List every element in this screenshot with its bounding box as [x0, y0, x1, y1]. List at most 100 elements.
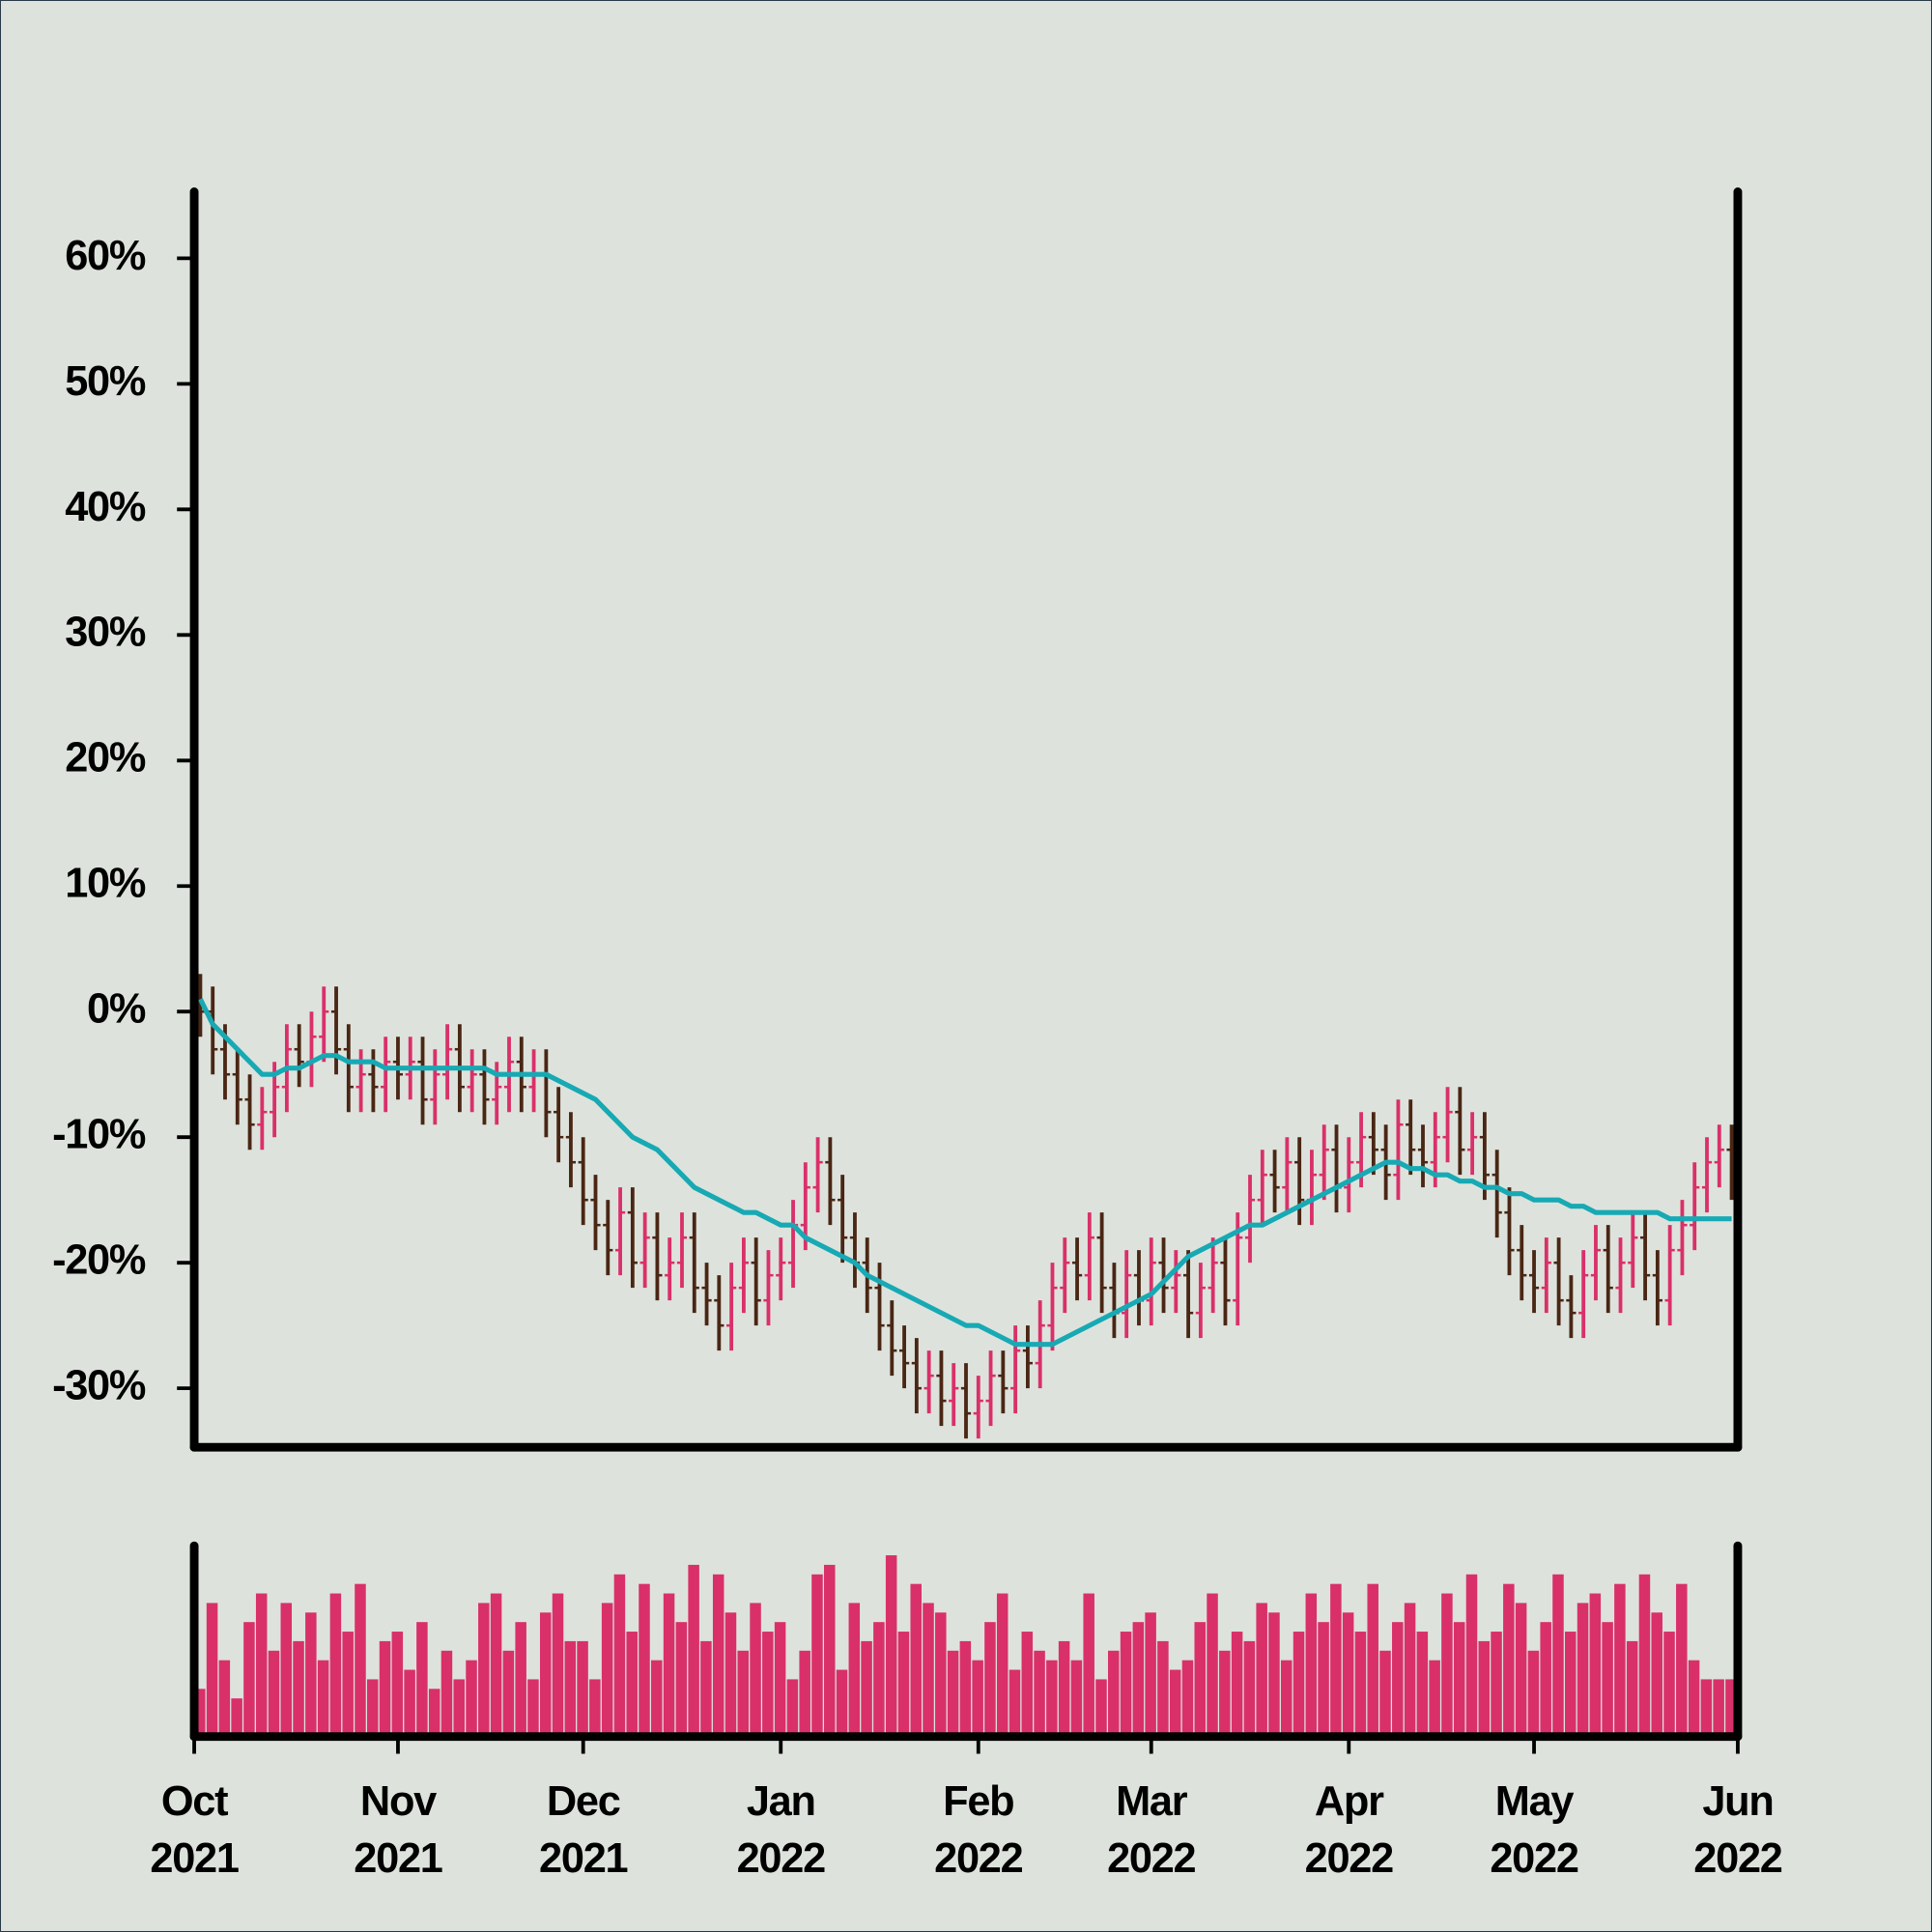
volume-bar: [577, 1640, 588, 1737]
volume-bar: [1108, 1650, 1120, 1737]
volume-bar: [1589, 1593, 1602, 1737]
volume-bar: [675, 1622, 688, 1737]
volume-bar: [453, 1679, 465, 1737]
y-tick-label: 50%: [65, 358, 146, 405]
volume-bar: [1305, 1593, 1318, 1737]
volume-bar: [305, 1612, 317, 1737]
volume-bar: [1083, 1593, 1094, 1737]
volume-bar: [1268, 1612, 1280, 1737]
x-tick-label-box: Feb 2022: [934, 1777, 1024, 1883]
volume-bar: [478, 1603, 490, 1737]
volume-bar: [342, 1632, 354, 1737]
volume-bar: [947, 1650, 959, 1737]
volume-bar: [1219, 1650, 1231, 1737]
volume-bar: [811, 1574, 823, 1737]
volume-bar: [527, 1679, 539, 1737]
volume-bar: [1021, 1632, 1034, 1737]
volume-bar: [1280, 1660, 1293, 1737]
volume-bar: [1676, 1583, 1688, 1737]
volume-bar: [688, 1564, 699, 1737]
y-tick-label: 0%: [87, 986, 146, 1033]
volume-bar: [1169, 1669, 1181, 1737]
y-tick-label: 20%: [65, 735, 146, 781]
volume-bar: [1070, 1660, 1083, 1737]
volume-bar: [1392, 1622, 1404, 1737]
volume-bar: [848, 1603, 861, 1737]
volume-bar: [1256, 1603, 1267, 1737]
volume-bar: [799, 1650, 810, 1737]
volume-bar: [1342, 1612, 1354, 1737]
volume-bar: [1700, 1679, 1713, 1737]
volume-bar: [1293, 1632, 1305, 1737]
volume-bar: [1515, 1603, 1527, 1737]
volume-bar: [1207, 1593, 1218, 1737]
volume-bar: [1157, 1640, 1169, 1737]
volume-bar: [1638, 1574, 1651, 1737]
y-tick-label: 40%: [65, 484, 146, 530]
x-tick-label: Jun 2022: [1693, 1777, 1783, 1883]
volume-bar: [1614, 1583, 1626, 1737]
volume-bar: [293, 1640, 304, 1737]
volume-bar: [836, 1669, 848, 1737]
x-tick-label: May 2022: [1490, 1777, 1579, 1883]
volume-bar: [959, 1640, 972, 1737]
x-tick-label: Mar 2022: [1107, 1777, 1197, 1883]
volume-bar: [564, 1640, 577, 1737]
volume-bar: [613, 1574, 626, 1737]
x-tick-label: Oct 2021: [150, 1777, 240, 1883]
volume-bar: [1194, 1622, 1206, 1737]
volume-bar: [724, 1612, 737, 1737]
y-tick-label: -30%: [52, 1363, 146, 1409]
volume-bar: [935, 1612, 947, 1737]
volume-bar: [317, 1660, 329, 1737]
volume-bar: [1663, 1632, 1675, 1737]
y-tick-label: 60%: [65, 233, 146, 279]
volume-bar: [897, 1632, 910, 1737]
moving-average: [198, 998, 1732, 1348]
volume-bar: [1429, 1660, 1440, 1737]
volume-bar: [601, 1603, 613, 1737]
x-tick-label-box: Jun 2022: [1693, 1777, 1783, 1883]
volume-bar: [379, 1640, 391, 1737]
volume-bar: [1416, 1632, 1429, 1737]
volume-bar: [539, 1612, 552, 1737]
volume-bar: [416, 1622, 428, 1737]
volume-bar: [355, 1583, 366, 1737]
volume-bar: [873, 1622, 885, 1737]
volume-bar: [1626, 1640, 1638, 1737]
x-tick-label-box: Mar 2022: [1107, 1777, 1197, 1883]
volume-bar: [1009, 1669, 1021, 1737]
volume-bar: [1034, 1650, 1045, 1737]
volume-bar: [329, 1593, 342, 1737]
x-tick-label-box: May 2022: [1490, 1777, 1579, 1883]
volume-bar: [663, 1593, 675, 1737]
x-tick-label: Feb 2022: [934, 1777, 1024, 1883]
volume-bar: [404, 1669, 415, 1737]
volume-bar: [1318, 1622, 1329, 1737]
volume-bar: [700, 1640, 712, 1737]
volume-bar: [1651, 1612, 1662, 1737]
volume-bar: [1491, 1632, 1502, 1737]
x-tick-label: Apr 2022: [1304, 1777, 1395, 1883]
volume-bar: [367, 1679, 379, 1737]
volume-bar: [194, 1689, 206, 1737]
volume-bar: [823, 1564, 836, 1737]
volume-bar: [1688, 1660, 1700, 1737]
volume-bar: [1379, 1650, 1391, 1737]
volume-bar: [589, 1679, 601, 1737]
volume-bar: [1058, 1640, 1070, 1737]
volume-bar: [1602, 1622, 1613, 1737]
y-tick-label: 30%: [65, 610, 146, 656]
x-tick-label-box: Dec 2021: [539, 1778, 629, 1882]
x-tick-label-box: Apr 2022: [1304, 1777, 1395, 1883]
volume-bar: [1453, 1622, 1465, 1737]
x-tick-label-box: Nov 2021: [354, 1778, 443, 1882]
volume-bar: [391, 1632, 404, 1737]
volume-bar: [737, 1650, 750, 1737]
volume-bar: [502, 1650, 515, 1737]
y-tick-label: 10%: [65, 861, 146, 907]
volume-bar: [1046, 1660, 1058, 1737]
volume-bar: [910, 1583, 922, 1737]
volume-bar: [1354, 1632, 1367, 1737]
